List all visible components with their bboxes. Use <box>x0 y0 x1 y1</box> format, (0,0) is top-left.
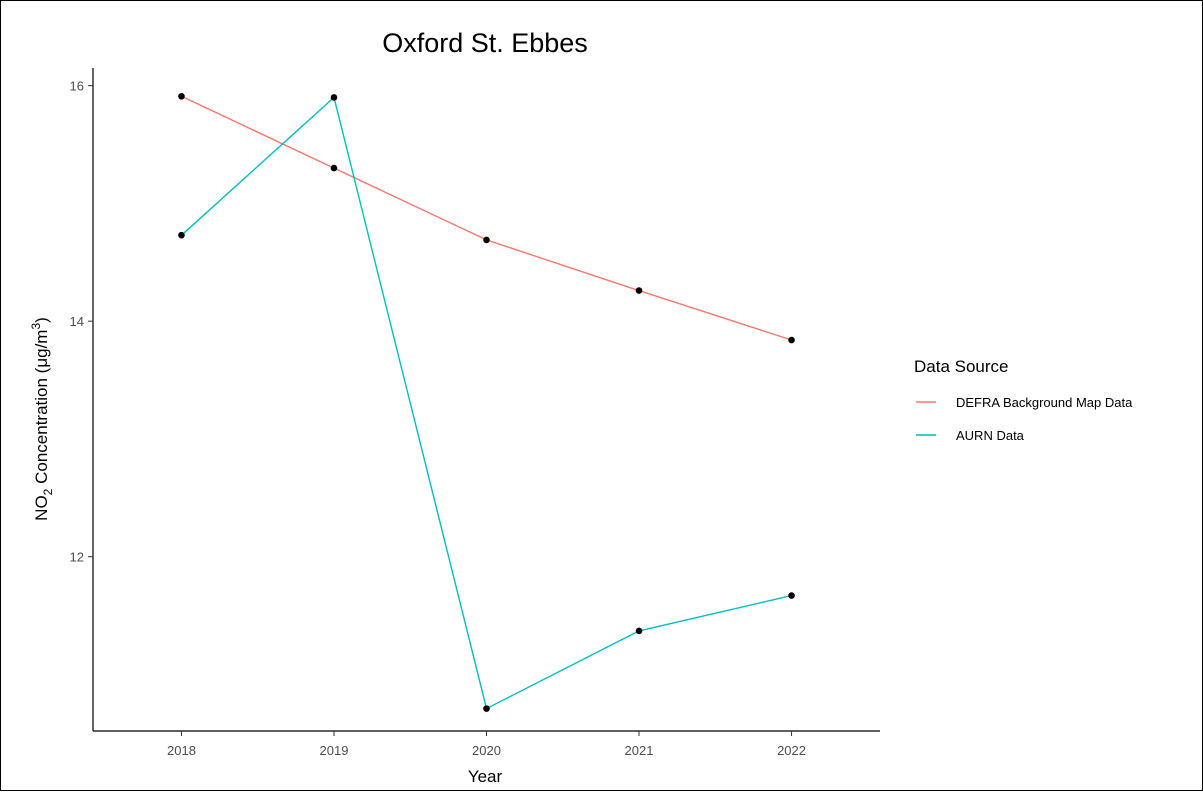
x-tick-label: 2018 <box>167 743 196 758</box>
y-axis-label-unit: Concentration (μg/m <box>32 330 51 489</box>
data-point-series-1 <box>788 336 795 344</box>
x-tick-label: 2022 <box>777 743 806 758</box>
legend-items: DEFRA Background Map Data AURN Data <box>916 395 1133 443</box>
data-point-series-2 <box>178 231 185 239</box>
y-tick-label: 12 <box>70 550 84 565</box>
y-tick-label: 14 <box>70 314 84 329</box>
series-line-2 <box>181 96 792 710</box>
x-tick-label: 2021 <box>625 743 654 758</box>
legend-label: DEFRA Background Map Data <box>956 395 1133 410</box>
data-point-series-1 <box>330 164 338 172</box>
axes <box>92 68 880 732</box>
legend-item: AURN Data <box>916 428 1025 443</box>
y-axis-label-close: ) <box>32 317 51 323</box>
data-point-series-1 <box>178 92 185 100</box>
y-axis-label-main: NO <box>32 495 51 521</box>
legend-title: Data Source <box>914 357 1009 376</box>
legend: Data Source DEFRA Background Map Data AUR… <box>914 357 1133 443</box>
chart-title: Oxford St. Ebbes <box>382 28 588 58</box>
y-axis-label: NO2 Concentration (μg/m3) <box>29 317 55 521</box>
y-tick-label: 16 <box>70 79 84 94</box>
x-tick-label: 2019 <box>320 743 349 758</box>
y-axis-label-sub: 2 <box>41 488 55 495</box>
series-points <box>178 92 795 712</box>
series-lines <box>181 95 792 710</box>
x-axis-label: Year <box>468 767 503 786</box>
legend-item: DEFRA Background Map Data <box>916 395 1133 410</box>
data-point-series-2 <box>330 94 338 101</box>
series-line-1 <box>181 95 792 341</box>
data-point-series-2 <box>635 627 643 635</box>
data-point-series-2 <box>788 592 795 599</box>
data-point-series-1 <box>483 236 490 244</box>
axis-ticks: 2018 2019 2020 2021 2022 12 14 16 <box>70 79 806 758</box>
x-tick-label: 2020 <box>472 743 501 758</box>
data-point-series-2 <box>483 705 490 712</box>
y-axis-label-sup: 3 <box>29 323 43 330</box>
legend-label: AURN Data <box>956 428 1025 443</box>
data-point-series-1 <box>635 287 643 294</box>
